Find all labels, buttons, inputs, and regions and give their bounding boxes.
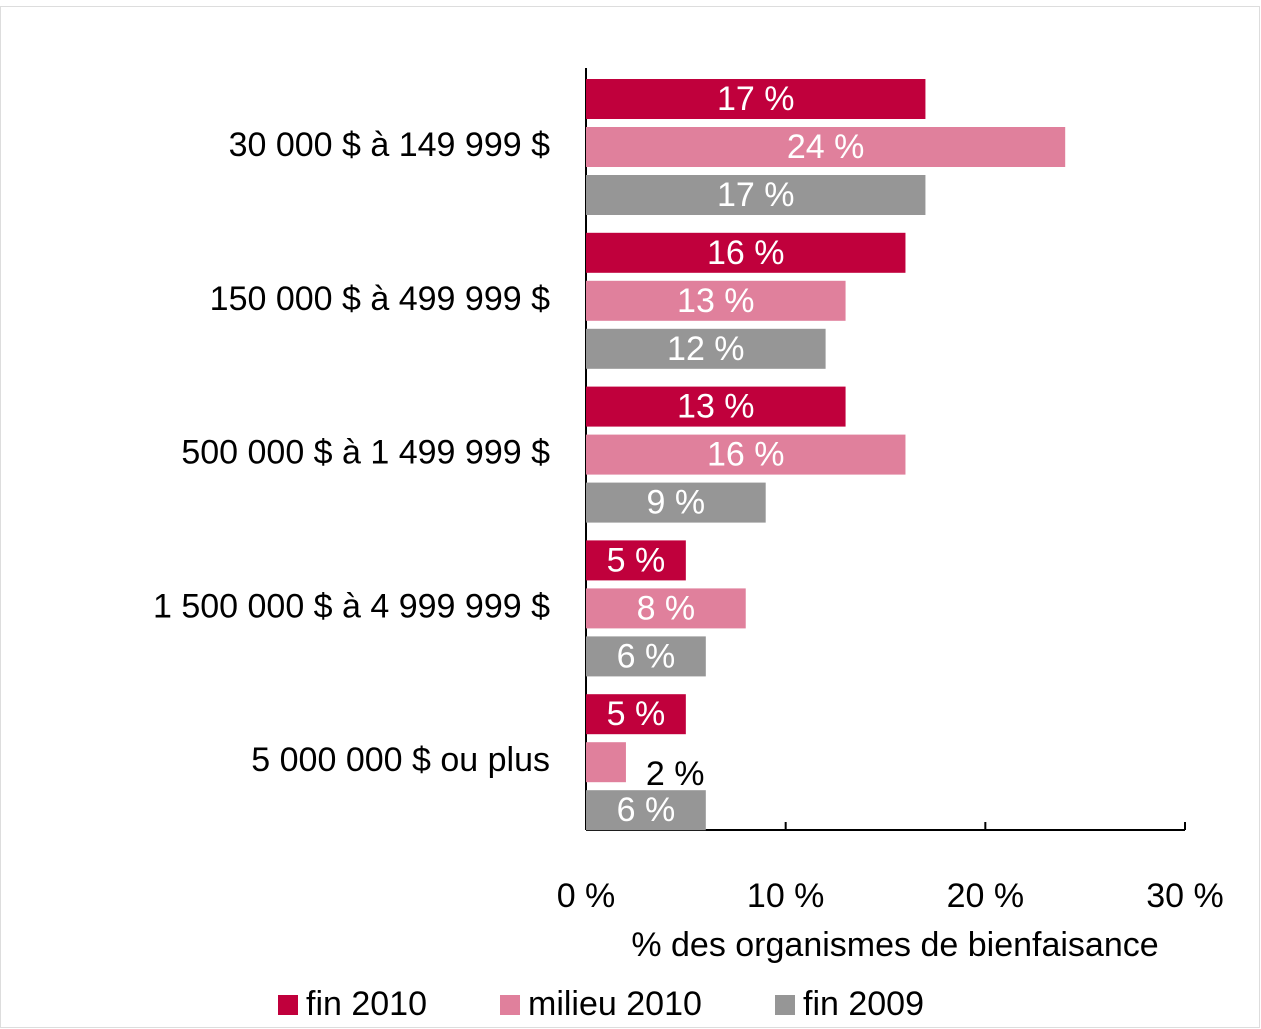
data-label: 13 % bbox=[677, 282, 755, 320]
bar bbox=[586, 742, 626, 783]
bar bbox=[586, 790, 706, 831]
legend-label: milieu 2010 bbox=[528, 985, 702, 1023]
data-label: 16 % bbox=[707, 436, 785, 474]
y-tick-label: 500 000 $ à 1 499 999 $ bbox=[181, 434, 550, 472]
data-label: 9 % bbox=[647, 484, 706, 522]
bar bbox=[586, 636, 706, 677]
bar bbox=[586, 434, 906, 475]
legend-label: fin 2010 bbox=[306, 985, 427, 1023]
bar bbox=[586, 280, 846, 321]
data-label: 17 % bbox=[717, 176, 795, 214]
bar bbox=[586, 175, 926, 215]
x-tick-label: 30 % bbox=[1146, 877, 1224, 915]
data-label: 12 % bbox=[667, 330, 745, 368]
y-tick-label: 150 000 $ à 499 999 $ bbox=[210, 280, 550, 318]
data-label: 6 % bbox=[617, 637, 676, 675]
legend-swatch bbox=[500, 995, 520, 1015]
x-axis-label: % des organismes de bienfaisance bbox=[631, 926, 1158, 964]
data-label: 2 % bbox=[646, 755, 705, 793]
x-tick-label: 10 % bbox=[747, 877, 825, 915]
y-tick-label: 1 500 000 $ à 4 999 999 $ bbox=[153, 587, 550, 625]
data-label: 17 % bbox=[717, 80, 795, 118]
data-label: 6 % bbox=[617, 791, 676, 829]
bar bbox=[586, 328, 826, 369]
x-tick-label: 0 % bbox=[557, 877, 616, 915]
bar bbox=[586, 386, 846, 427]
x-tick-label: 20 % bbox=[947, 877, 1025, 915]
legend-swatch bbox=[278, 995, 298, 1015]
legend-label: fin 2009 bbox=[803, 985, 924, 1023]
data-label: 5 % bbox=[607, 541, 666, 579]
data-label: 8 % bbox=[637, 589, 696, 627]
frame bbox=[0, 6, 1260, 1028]
bar bbox=[586, 694, 686, 735]
data-label: 13 % bbox=[677, 388, 755, 426]
y-tick-label: 30 000 $ à 149 999 $ bbox=[229, 126, 550, 164]
data-label: 24 % bbox=[787, 128, 865, 166]
bar bbox=[586, 232, 906, 273]
legend-swatch bbox=[775, 995, 795, 1015]
bar bbox=[586, 588, 746, 629]
y-tick-label: 5 000 000 $ ou plus bbox=[251, 741, 550, 779]
bar bbox=[586, 482, 766, 523]
data-label: 5 % bbox=[607, 695, 666, 733]
data-label: 16 % bbox=[707, 234, 785, 272]
bar bbox=[586, 540, 686, 581]
bar bbox=[586, 127, 1066, 167]
bar bbox=[586, 79, 926, 119]
